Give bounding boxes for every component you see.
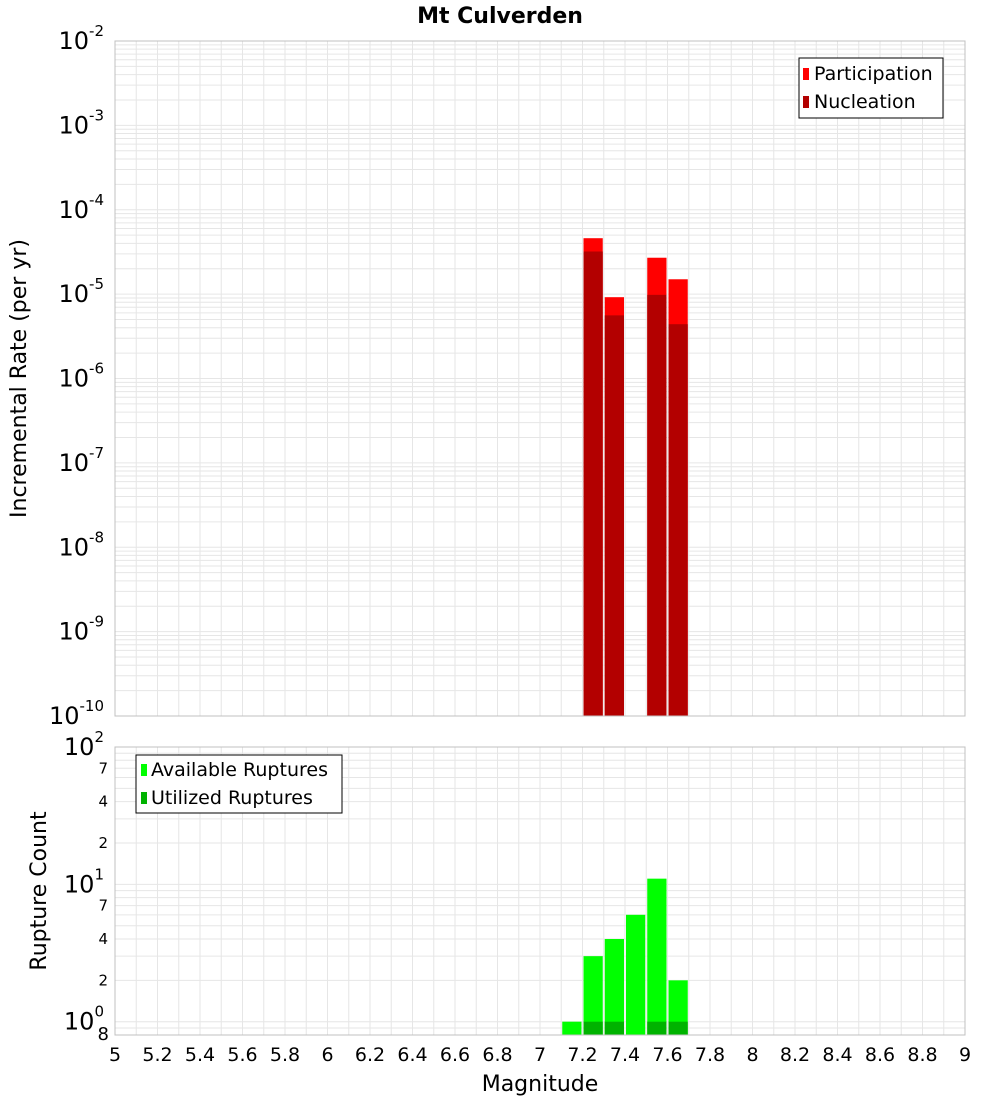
y-minor-tick-label: 8 bbox=[98, 1024, 109, 1045]
y-tick-exp: 2 bbox=[94, 728, 104, 746]
y-tick-label: 10-4 bbox=[58, 191, 104, 224]
y-tick-exp: -6 bbox=[89, 360, 104, 378]
y-tick-label: 100 bbox=[64, 1003, 104, 1036]
bar-utilized-ruptures bbox=[583, 1021, 603, 1035]
legend-box bbox=[798, 57, 944, 119]
x-tick-label: 8.2 bbox=[780, 1044, 810, 1066]
x-tick-label: 5.8 bbox=[270, 1044, 300, 1066]
y-tick-exp: -5 bbox=[89, 275, 104, 293]
x-tick-label: 5.2 bbox=[142, 1044, 172, 1066]
x-axis-label: Magnitude bbox=[482, 1072, 599, 1097]
y-minor-tick-label: 4 bbox=[98, 793, 108, 811]
plot-frame bbox=[114, 746, 966, 1036]
x-tick-label: 8 bbox=[746, 1044, 758, 1066]
x-tick-label: 7.4 bbox=[610, 1044, 640, 1066]
legend: Participation Nucleation bbox=[798, 57, 944, 119]
x-tick-label: 7.2 bbox=[567, 1044, 597, 1066]
bar-nucleation bbox=[647, 294, 667, 716]
y-tick-exp: -7 bbox=[89, 444, 104, 462]
x-tick-label: 6.8 bbox=[482, 1044, 512, 1066]
y-minor-tick-label: 2 bbox=[98, 971, 108, 989]
x-tick-label: 7.6 bbox=[652, 1044, 682, 1066]
bar-nucleation bbox=[668, 324, 688, 716]
legend: Available Ruptures Utilized Ruptures bbox=[135, 754, 343, 814]
x-tick-label: 6.2 bbox=[355, 1044, 385, 1066]
chart-title: Mt Culverden bbox=[417, 4, 583, 29]
y-tick-base: 10 bbox=[49, 702, 80, 730]
x-tick-label: 5 bbox=[109, 1044, 121, 1066]
y-tick-exp: -2 bbox=[89, 22, 104, 40]
x-tick-label: 6 bbox=[321, 1044, 333, 1066]
y-tick-base: 10 bbox=[58, 27, 89, 55]
y-axis-label: Incremental Rate (per yr) bbox=[7, 239, 32, 518]
x-tick-label: 9 bbox=[959, 1044, 971, 1066]
bar-available-ruptures bbox=[562, 1021, 582, 1035]
bar-available-ruptures bbox=[647, 878, 667, 1035]
legend-label: Utilized Ruptures bbox=[151, 787, 313, 809]
y-tick-label: 10-7 bbox=[58, 444, 104, 477]
y-tick-exp: 0 bbox=[94, 1003, 104, 1021]
y-axis-label: Rupture Count bbox=[27, 811, 52, 971]
bar-utilized-ruptures bbox=[668, 1021, 688, 1035]
y-minor-tick-label: 7 bbox=[98, 759, 108, 777]
x-tick-label: 8.6 bbox=[865, 1044, 895, 1066]
plot-frame bbox=[114, 40, 966, 717]
y-tick-label: 10-2 bbox=[58, 22, 104, 55]
y-tick-exp: -10 bbox=[80, 697, 105, 715]
x-tick-label: 7.8 bbox=[695, 1044, 725, 1066]
bar-utilized-ruptures bbox=[647, 1021, 667, 1035]
y-tick-label: 10-3 bbox=[58, 106, 104, 139]
y-tick-base: 10 bbox=[58, 111, 89, 139]
bar-nucleation bbox=[604, 315, 624, 716]
legend-swatch bbox=[803, 96, 809, 108]
y-tick-base: 10 bbox=[58, 365, 89, 393]
x-tick-label: 8.4 bbox=[822, 1044, 852, 1066]
bar-available-ruptures bbox=[604, 939, 624, 1035]
y-tick-label: 10-9 bbox=[58, 613, 104, 646]
y-tick-base: 10 bbox=[58, 280, 89, 308]
x-tick-label: 5.4 bbox=[185, 1044, 215, 1066]
y-tick-label: 10-10 bbox=[49, 697, 104, 730]
legend-label: Participation bbox=[814, 63, 933, 85]
x-tick-label: 5.6 bbox=[227, 1044, 257, 1066]
y-tick-label: 10-5 bbox=[58, 275, 104, 308]
y-tick-label: 101 bbox=[64, 865, 104, 898]
bar-nucleation bbox=[583, 251, 603, 716]
y-tick-label: 102 bbox=[64, 728, 104, 761]
y-tick-base: 10 bbox=[58, 196, 89, 224]
legend-label: Available Ruptures bbox=[151, 759, 328, 781]
panel-rate: 10-1010-910-810-710-610-510-410-310-2Inc… bbox=[7, 22, 966, 730]
y-tick-base: 10 bbox=[58, 533, 89, 561]
y-minor-tick-label: 2 bbox=[98, 834, 108, 852]
y-tick-exp: -8 bbox=[89, 528, 104, 546]
bar-available-ruptures bbox=[583, 956, 603, 1035]
legend-label: Nucleation bbox=[814, 91, 916, 113]
x-tick-label: 6.6 bbox=[440, 1044, 470, 1066]
bar-utilized-ruptures bbox=[604, 1021, 624, 1035]
y-tick-label: 10-6 bbox=[58, 360, 104, 393]
bar-available-ruptures bbox=[668, 980, 688, 1035]
x-tick-label: 7 bbox=[534, 1044, 546, 1066]
y-tick-base: 10 bbox=[64, 1008, 95, 1036]
legend-swatch bbox=[141, 764, 147, 776]
y-tick-base: 10 bbox=[64, 733, 95, 761]
y-tick-exp: -4 bbox=[89, 191, 104, 209]
legend-swatch bbox=[803, 68, 809, 80]
legend-box bbox=[135, 754, 343, 814]
y-tick-label: 10-8 bbox=[58, 528, 104, 561]
x-tick-label: 8.8 bbox=[907, 1044, 937, 1066]
y-tick-base: 10 bbox=[58, 449, 89, 477]
y-tick-exp: 1 bbox=[94, 865, 104, 883]
y-tick-exp: -9 bbox=[89, 613, 104, 631]
y-minor-tick-label: 4 bbox=[98, 930, 108, 948]
legend-swatch bbox=[141, 792, 147, 804]
y-minor-tick-label: 7 bbox=[98, 897, 108, 915]
y-tick-base: 10 bbox=[64, 870, 95, 898]
y-tick-exp: -3 bbox=[89, 106, 104, 124]
x-tick-label: 6.4 bbox=[397, 1044, 427, 1066]
bar-available-ruptures bbox=[626, 914, 646, 1035]
y-tick-base: 10 bbox=[58, 618, 89, 646]
